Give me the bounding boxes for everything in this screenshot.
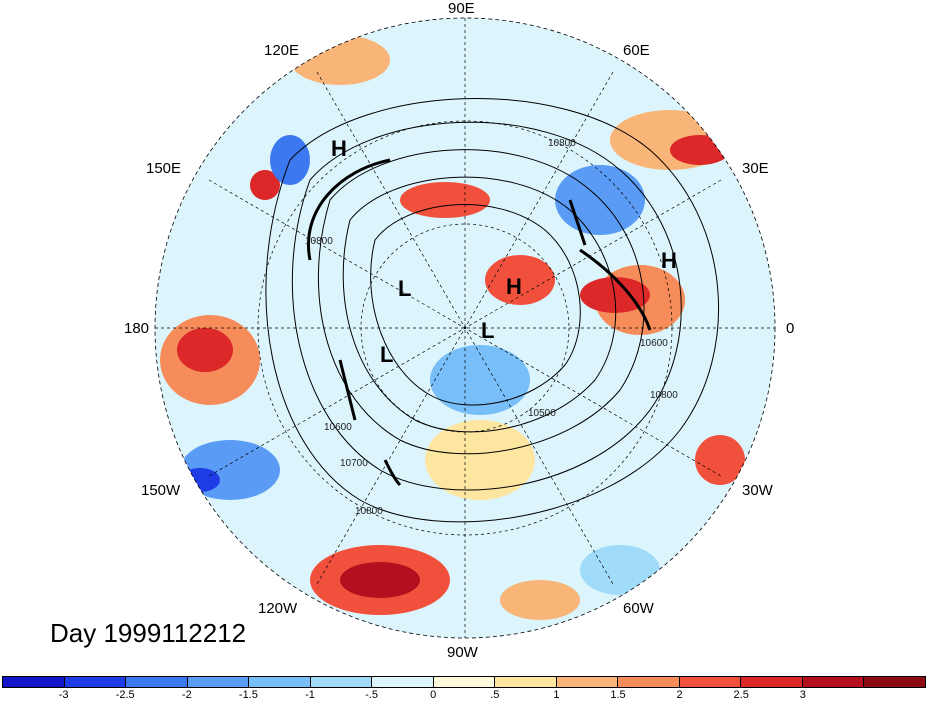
colorbar-tick-label: -1.5	[238, 689, 258, 701]
colorbar-segment	[556, 677, 619, 687]
lon-label-180: 180	[124, 320, 150, 337]
lon-label-60e: 60E	[623, 42, 650, 59]
colorbar	[2, 676, 926, 688]
contour-label: 10800	[305, 236, 333, 247]
colorbar-tick-label: 0	[430, 689, 437, 701]
geopotential-contours	[265, 98, 720, 523]
colorbar-segment	[802, 677, 865, 687]
contour-label: 10800	[355, 506, 383, 517]
colorbar-segment	[310, 677, 373, 687]
colorbar-segment	[64, 677, 127, 687]
colorbar-segment	[495, 677, 557, 687]
lon-label-30w: 30W	[742, 482, 773, 499]
contour-label: 10700	[340, 458, 368, 469]
contour-label: 10600	[324, 422, 352, 433]
lon-label-90w: 90W	[447, 644, 478, 661]
map-title: Day 1999112212	[50, 618, 247, 648]
colorbar-segment	[187, 677, 250, 687]
contour-label: 10500	[528, 408, 556, 419]
colorbar-tick-label: -3	[58, 689, 69, 701]
thick-contours	[307, 158, 652, 487]
colorbar-segment	[618, 677, 680, 687]
lon-label-150e: 150E	[146, 160, 182, 177]
lon-label-30e: 30E	[742, 160, 769, 177]
low-pressure-label: L	[398, 276, 412, 301]
colorbar-segment	[679, 677, 742, 687]
high-pressure-label: H	[661, 248, 677, 273]
map-boundary	[154, 17, 776, 639]
lon-label-60w: 60W	[623, 600, 654, 617]
colorbar-tick-label: 1.5	[610, 689, 626, 701]
polar-map: 10800 10600 10700 10800 10500 10800 1080…	[154, 17, 776, 639]
low-pressure-label: L	[380, 342, 394, 367]
colorbar-segment	[126, 677, 188, 687]
lon-label-0: 0	[786, 320, 795, 337]
low-pressure-label: L	[481, 318, 495, 343]
colorbar-tick-label: 2	[676, 689, 683, 701]
colorbar-tick-label: 1	[553, 689, 560, 701]
colorbar-tick-label: 3	[799, 689, 806, 701]
lon-label-120w: 120W	[258, 600, 298, 617]
colorbar-tick-label: 2.5	[733, 689, 749, 701]
colorbar-segment	[433, 677, 496, 687]
anomaly-field	[160, 35, 745, 620]
colorbar-segment	[741, 677, 803, 687]
lon-label-90e: 90E	[448, 0, 475, 17]
colorbar-tick-label: -2	[181, 689, 192, 701]
graticule	[155, 18, 775, 638]
contour-label: 10800	[548, 138, 576, 149]
colorbar-tick-label: .5	[490, 689, 500, 701]
colorbar-tick-label: -.5	[365, 689, 379, 701]
high-pressure-label: H	[331, 136, 347, 161]
colorbar-segment	[864, 677, 925, 687]
colorbar-segment	[249, 677, 311, 687]
colorbar-tick-label: -1	[305, 689, 315, 701]
lon-label-120e: 120E	[264, 42, 300, 59]
lon-label-150w: 150W	[141, 482, 181, 499]
contour-label: 10600	[640, 338, 668, 349]
contour-label: 10800	[650, 390, 678, 401]
colorbar-segment	[3, 677, 65, 687]
colorbar-tick-label: -2.5	[115, 689, 135, 701]
colorbar-segment	[372, 677, 434, 687]
high-pressure-label: H	[506, 274, 522, 299]
